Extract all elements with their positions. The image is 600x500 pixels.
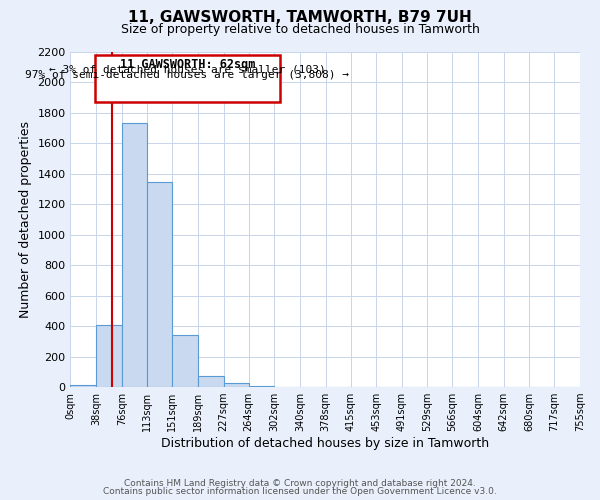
- Bar: [224, 384, 248, 387]
- Bar: [248, 386, 274, 387]
- Bar: [172, 335, 198, 387]
- Text: Size of property relative to detached houses in Tamworth: Size of property relative to detached ho…: [121, 22, 479, 36]
- Bar: [147, 182, 172, 387]
- Text: Contains HM Land Registry data © Crown copyright and database right 2024.: Contains HM Land Registry data © Crown c…: [124, 478, 476, 488]
- Text: ← 3% of detached houses are smaller (103): ← 3% of detached houses are smaller (103…: [49, 64, 326, 74]
- Y-axis label: Number of detached properties: Number of detached properties: [19, 121, 32, 318]
- Bar: [70, 385, 96, 387]
- FancyBboxPatch shape: [95, 56, 280, 102]
- Text: 11, GAWSWORTH, TAMWORTH, B79 7UH: 11, GAWSWORTH, TAMWORTH, B79 7UH: [128, 10, 472, 25]
- X-axis label: Distribution of detached houses by size in Tamworth: Distribution of detached houses by size …: [161, 437, 489, 450]
- Bar: [122, 123, 147, 387]
- Text: Contains public sector information licensed under the Open Government Licence v3: Contains public sector information licen…: [103, 487, 497, 496]
- Text: 11 GAWSWORTH: 62sqm: 11 GAWSWORTH: 62sqm: [119, 58, 255, 71]
- Bar: [96, 324, 122, 387]
- Bar: [198, 376, 224, 387]
- Text: 97% of semi-detached houses are larger (3,808) →: 97% of semi-detached houses are larger (…: [25, 70, 349, 81]
